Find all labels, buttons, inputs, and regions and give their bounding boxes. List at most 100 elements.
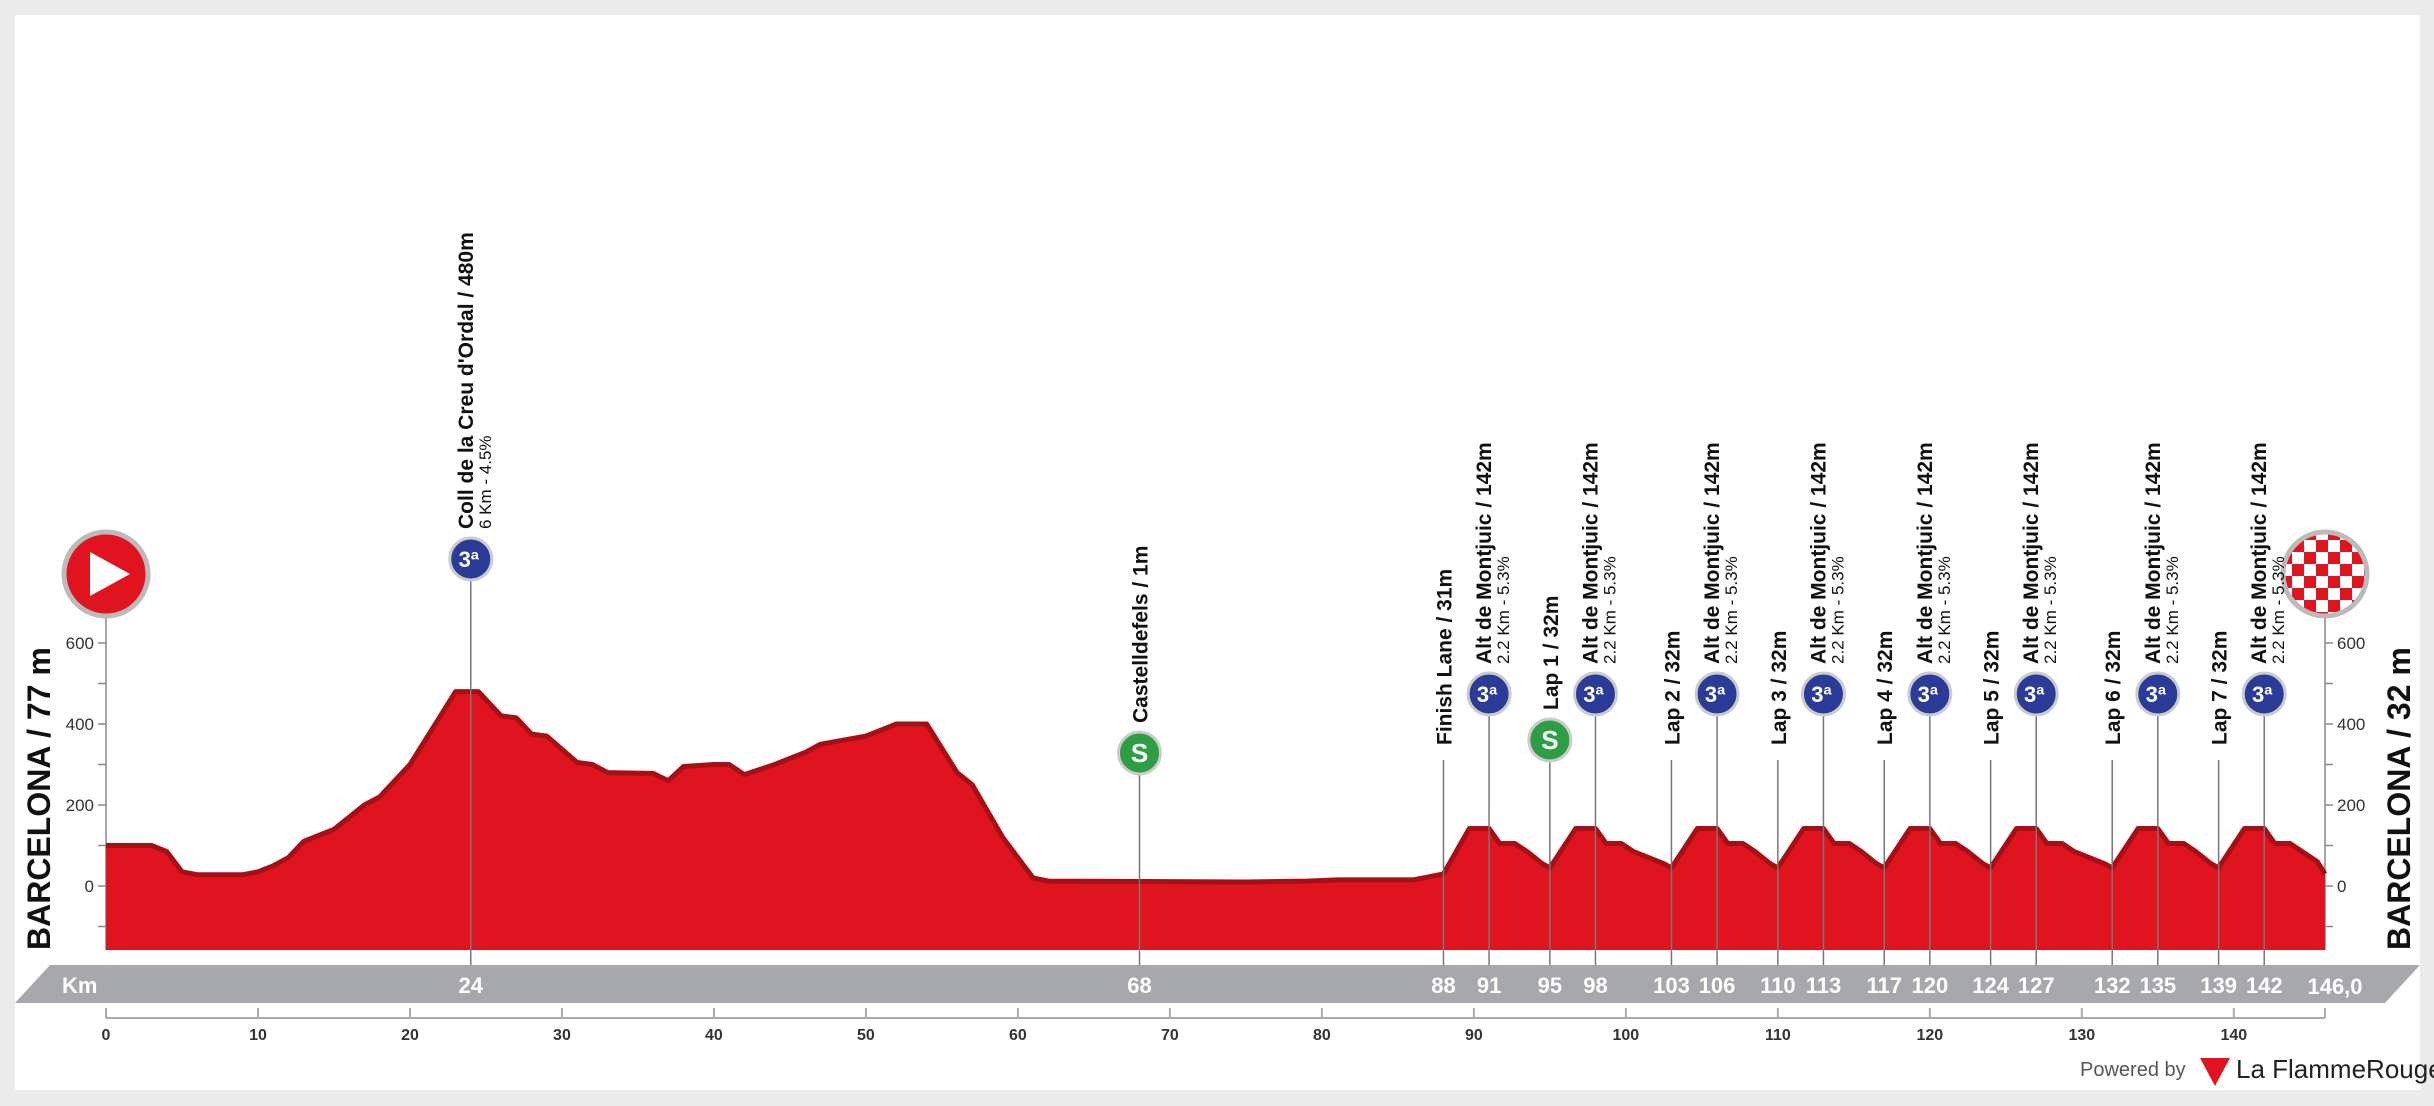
- climb-category-label: 3ª: [1918, 682, 1939, 707]
- climb-category-icon: [2013, 671, 2059, 717]
- climb-category-label: 3ª: [2252, 682, 2273, 707]
- km-band-label: 139: [2200, 973, 2237, 998]
- x-tick-label: 140: [2220, 1027, 2247, 1044]
- km-band-label: 68: [1127, 973, 1151, 998]
- x-tick-label: 80: [1313, 1027, 1331, 1044]
- climb-category-label: 3ª: [1811, 682, 1832, 707]
- marker-label: Alt de Montjuic / 142m: [1807, 442, 1830, 664]
- x-tick-label: 120: [1916, 1027, 1943, 1044]
- y-tick-label: 600: [2337, 634, 2365, 653]
- x-tick-label: 100: [1613, 1027, 1640, 1044]
- x-tick-label: 20: [401, 1027, 419, 1044]
- elevation-area: [106, 691, 2325, 950]
- marker-sublabel: 6 Km - 4.5%: [476, 435, 495, 529]
- start-label: BARCELONA / 77 m: [21, 647, 57, 950]
- marker-label: Lap 3 / 32m: [1768, 631, 1791, 745]
- marker-label: Lap 1 / 32m: [1540, 596, 1563, 710]
- sprint-icon: [1117, 730, 1163, 776]
- x-tick-label: 130: [2068, 1027, 2095, 1044]
- climb-category-label: 3ª: [2024, 682, 2045, 707]
- climb-category-icon: [2135, 671, 2181, 717]
- marker-label: Alt de Montjuic / 142m: [2142, 442, 2165, 664]
- km-band-label: 135: [2139, 973, 2176, 998]
- elevation-outline: [106, 689, 2328, 885]
- y-tick-label: 600: [66, 634, 94, 653]
- marker-label: Coll de la Creu d'Ordal / 480m: [455, 232, 478, 529]
- powered-by-text: Powered by: [2080, 1059, 2186, 1081]
- km-band: [15, 965, 2420, 1003]
- marker-label: Lap 4 / 32m: [1874, 631, 1897, 745]
- y-tick-label: 0: [2337, 877, 2346, 896]
- x-tick-label: 110: [1765, 1027, 1791, 1044]
- sprint-label-s: S: [1541, 725, 1558, 755]
- km-band-label: 142: [2246, 973, 2283, 998]
- y-tick-label: 400: [66, 715, 94, 734]
- marker-label: Finish Lane / 31m: [1433, 569, 1456, 745]
- start-arrow-icon: [90, 552, 130, 596]
- km-band-label: 88: [1431, 973, 1455, 998]
- climb-category-label: 3ª: [2146, 682, 2167, 707]
- logo-text: La FlammeRouge: [2236, 1054, 2434, 1084]
- km-band-label: 124: [1972, 973, 2009, 998]
- marker-sublabel: 2.2 Km - 5.3%: [2269, 556, 2288, 664]
- marker-sublabel: 2.2 Km - 5.3%: [1828, 556, 1847, 664]
- km-band-total: 146,0: [2307, 974, 2362, 999]
- climb-category-icon: [1694, 671, 1740, 717]
- finish-checkered-flag-icon: [2280, 529, 2370, 619]
- marker-sublabel: 2.2 Km - 5.3%: [2041, 556, 2060, 664]
- marker-label: Alt de Montjuic / 142m: [1473, 442, 1496, 664]
- x-tick-label: 40: [705, 1027, 723, 1044]
- km-band-label: 106: [1699, 973, 1736, 998]
- climb-category-icon: [1907, 671, 1953, 717]
- finish-label: BARCELONA / 32 m: [2381, 647, 2417, 950]
- km-band-label: 91: [1477, 973, 1501, 998]
- x-tick-label: 60: [1009, 1027, 1027, 1044]
- y-tick-label: 200: [66, 796, 94, 815]
- marker-sublabel: 2.2 Km - 5.3%: [1600, 556, 1619, 664]
- marker-label: Alt de Montjuic / 142m: [1579, 442, 1602, 664]
- marker-label: Lap 2 / 32m: [1661, 631, 1684, 745]
- climb-category-icon: [448, 536, 494, 582]
- km-band-label: 24: [459, 973, 484, 998]
- flamme-rouge-mark-icon: [2200, 1058, 2230, 1086]
- y-tick-label: 0: [85, 877, 94, 896]
- marker-sublabel: 2.2 Km - 5.3%: [1494, 556, 1513, 664]
- km-band-label: 120: [1911, 973, 1948, 998]
- marker-label: Castelldefels / 1m: [1130, 546, 1153, 723]
- climb-category-label: 3ª: [1477, 682, 1498, 707]
- climb-category-icon: [1572, 671, 1618, 717]
- km-band-label: 127: [2018, 973, 2055, 998]
- marker-label: Lap 6 / 32m: [2102, 631, 2125, 745]
- marker-label: Alt de Montjuic / 142m: [1914, 442, 1937, 664]
- x-tick-label: 10: [249, 1027, 267, 1044]
- x-tick-label: 50: [857, 1027, 875, 1044]
- km-band-label: 98: [1583, 973, 1607, 998]
- km-band-label: 113: [1806, 973, 1842, 998]
- x-tick-label: 90: [1465, 1027, 1483, 1044]
- x-tick-label: 70: [1161, 1027, 1179, 1044]
- km-band-label: 95: [1538, 973, 1562, 998]
- climb-category-icon: [1800, 671, 1846, 717]
- km-band-label: 132: [2094, 973, 2131, 998]
- marker-sublabel: 2.2 Km - 5.3%: [2163, 556, 2182, 664]
- km-band-label: 103: [1653, 973, 1690, 998]
- marker-label: Alt de Montjuic / 142m: [2248, 442, 2271, 664]
- km-band-label: 117: [1866, 973, 1902, 998]
- marker-label: Lap 5 / 32m: [1981, 631, 2004, 745]
- sprint-icon: [1527, 717, 1573, 763]
- km-band-label: 110: [1760, 973, 1796, 998]
- y-tick-label: 200: [2337, 796, 2365, 815]
- marker-sublabel: 2.2 Km - 5.3%: [1935, 556, 1954, 664]
- climb-category-icon: [2241, 671, 2287, 717]
- la-flamme-rouge-logo: La FlammeRouge: [2200, 1054, 2434, 1086]
- climb-category-label: 3ª: [1705, 682, 1726, 707]
- climb-category-label: 3ª: [459, 547, 480, 572]
- marker-label: Lap 7 / 32m: [2209, 631, 2232, 745]
- marker-sublabel: 2.2 Km - 5.3%: [1722, 556, 1741, 664]
- y-tick-label: 400: [2337, 715, 2365, 734]
- sprint-label-s: S: [1131, 738, 1148, 768]
- x-tick-label: 30: [553, 1027, 571, 1044]
- climb-category-icon: [1466, 671, 1512, 717]
- climb-category-label: 3ª: [1583, 682, 1604, 707]
